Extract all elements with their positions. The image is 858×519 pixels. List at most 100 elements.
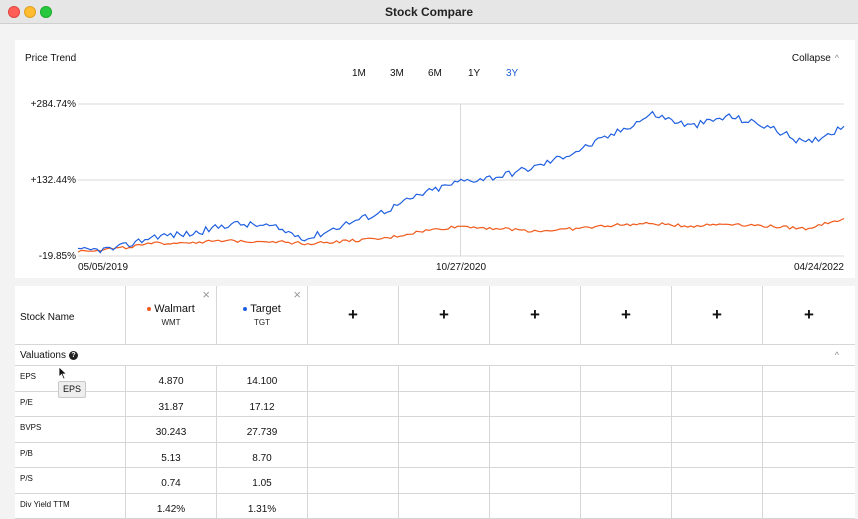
empty-cell — [672, 417, 763, 443]
metric-value-cell: 0.74 — [126, 468, 217, 494]
metric-label: P/S — [20, 474, 33, 483]
price-trend-label: Price Trend — [25, 53, 77, 64]
stock-ticker-tgt: TGT — [254, 318, 270, 327]
metric-label: P/E — [20, 397, 33, 407]
y-tick-label: +132.44% — [31, 175, 76, 186]
stock-name-walmart: Walmart — [154, 303, 195, 315]
y-tick-label: +284.74% — [31, 99, 76, 110]
empty-cell — [399, 391, 490, 417]
empty-cell — [672, 468, 763, 494]
target-color-dot — [243, 307, 248, 312]
empty-cell — [763, 443, 855, 468]
empty-cell — [308, 417, 399, 443]
metric-value: 1.31% — [247, 503, 277, 515]
empty-cell — [581, 468, 672, 494]
price-trend-panel: +284.74% +132.44% -19.85% 05/05/2019 10/27/2… — [15, 40, 855, 278]
help-icon[interactable]: ? — [68, 351, 78, 360]
empty-cell — [399, 366, 490, 392]
stock-name-target: Target — [250, 303, 281, 315]
close-window-button[interactable] — [8, 6, 20, 18]
metric-value-cell: 1.31% — [217, 493, 308, 519]
empty-cell — [490, 417, 581, 443]
metric-value-cell: 14.100 — [217, 366, 308, 392]
metric-value: 5.13 — [161, 452, 181, 464]
add-stock-button[interactable]: + — [399, 286, 490, 345]
metric-label-cell: Div Yield TTM — [15, 493, 126, 519]
chevron-up-icon[interactable]: ^ — [834, 350, 839, 360]
empty-cell — [308, 366, 399, 392]
range-1y-button[interactable]: 1Y — [468, 68, 481, 79]
metric-value: 27.739 — [246, 427, 278, 438]
add-stock-button[interactable]: + — [308, 286, 399, 345]
empty-cell — [581, 417, 672, 443]
minimize-window-button[interactable] — [24, 6, 36, 18]
empty-cell — [490, 391, 581, 417]
price-trend-chart: +284.74% +132.44% -19.85%05/05/2019 10/27/2… — [31, 99, 845, 273]
empty-cell — [399, 468, 490, 494]
range-3m-button[interactable]: 3M — [390, 68, 404, 79]
empty-cell — [490, 493, 581, 519]
zoom-window-button[interactable] — [40, 6, 52, 18]
metric-label-cell: P/S — [15, 468, 126, 494]
empty-cell — [672, 493, 763, 519]
metric-value-cell: 1.05 — [217, 468, 308, 494]
metric-value-cell: 5.13 — [126, 442, 217, 468]
empty-cell — [763, 366, 855, 392]
metric-label: EPS — [20, 372, 37, 381]
remove-target-icon[interactable]: × — [293, 287, 301, 302]
metric-label-cell: P/E — [15, 391, 126, 417]
collapse-label: Collapse — [791, 53, 831, 64]
metric-value-cell: 8.70 — [217, 442, 308, 468]
series-line-walmart — [77, 218, 845, 253]
range-1m-button[interactable]: 1M — [352, 68, 366, 79]
empty-cell — [399, 493, 490, 519]
metric-value-cell: 1.42% — [126, 493, 217, 519]
empty-cell — [308, 442, 399, 468]
metric-value: 8.70 — [252, 452, 272, 464]
y-tick-label: -19.85% — [39, 251, 76, 262]
stock-column-walmart[interactable]: × Walmart WMT — [126, 286, 217, 345]
metric-label: Div Yield TTM — [20, 499, 70, 509]
empty-cell — [672, 366, 763, 392]
series-line-target — [77, 110, 845, 254]
mouse-pointer-icon — [58, 366, 68, 385]
empty-cell — [490, 442, 581, 468]
stock-column-target[interactable]: × Target TGT — [217, 286, 308, 345]
empty-cell — [672, 391, 763, 417]
eps-tooltip: EPS — [58, 381, 86, 398]
metric-value-cell: 31.87 — [126, 391, 217, 417]
add-stock-button[interactable]: + — [763, 286, 855, 345]
empty-cell — [763, 392, 855, 417]
metric-value: 1.42% — [156, 503, 186, 515]
stock-ticker-wmt: WMT — [161, 318, 181, 327]
add-stock-button[interactable]: + — [581, 286, 672, 345]
x-tick-label: 10/27/2020 — [436, 262, 486, 273]
stock-name-label: Stock Name — [20, 312, 75, 323]
empty-cell — [490, 366, 581, 392]
metric-label-cell: P/B — [15, 442, 126, 468]
empty-cell — [490, 468, 581, 494]
empty-cell — [399, 442, 490, 468]
empty-cell — [308, 493, 399, 519]
valuations-label: Valuations — [20, 350, 66, 361]
valuations-section-header[interactable]: Valuations? ^ — [15, 345, 855, 366]
empty-cell — [308, 391, 399, 417]
metric-value-cell: 27.739 — [217, 417, 308, 443]
empty-cell — [763, 494, 855, 519]
empty-cell — [763, 468, 855, 494]
metric-value: 30.243 — [155, 427, 187, 438]
add-stock-button[interactable]: + — [672, 286, 763, 345]
x-tick-label: 05/05/2019 — [78, 262, 128, 273]
metric-value: 0.74 — [161, 478, 181, 489]
title-bar: Stock Compare — [0, 0, 858, 24]
range-3y-button[interactable]: 3Y — [506, 68, 519, 79]
remove-walmart-icon[interactable]: × — [202, 287, 210, 302]
empty-cell — [308, 468, 399, 494]
empty-cell — [581, 442, 672, 468]
metric-value: 4.870 — [158, 376, 184, 387]
empty-cell — [581, 366, 672, 392]
collapse-button[interactable]: Collapse ^ — [792, 53, 839, 64]
metric-value-cell: 17.12 — [217, 391, 308, 417]
add-stock-button[interactable]: + — [490, 286, 581, 345]
range-6m-button[interactable]: 6M — [428, 68, 442, 79]
